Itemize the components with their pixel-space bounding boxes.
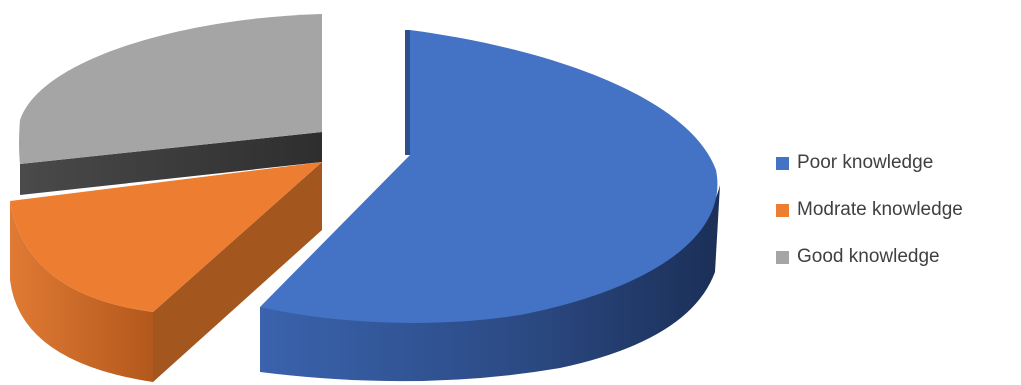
slice-modrate-knowledge bbox=[10, 162, 322, 382]
slice-poor-knowledge-edge bbox=[405, 30, 410, 155]
pie-chart bbox=[10, 14, 720, 382]
legend-swatch-poor bbox=[776, 156, 789, 170]
slice-modrate-knowledge-cut bbox=[153, 162, 322, 382]
legend-label-good: Good knowledge bbox=[797, 246, 940, 267]
slice-modrate-knowledge-side bbox=[10, 201, 153, 382]
legend-swatch-modrate bbox=[776, 203, 789, 217]
legend-label-modrate: Modrate knowledge bbox=[797, 199, 963, 220]
slice-good-knowledge-side bbox=[20, 132, 322, 195]
slice-poor-knowledge-side bbox=[260, 185, 720, 382]
slice-poor-knowledge bbox=[260, 30, 720, 382]
legend-item-good-knowledge: Good knowledge bbox=[776, 242, 963, 272]
slice-poor-knowledge-top bbox=[260, 30, 718, 323]
legend-item-modrate-knowledge: Modrate knowledge bbox=[776, 195, 963, 225]
legend-item-poor-knowledge: Poor knowledge bbox=[776, 148, 963, 178]
slice-modrate-knowledge-top bbox=[10, 162, 322, 312]
legend-label-poor: Poor knowledge bbox=[797, 152, 934, 173]
slice-good-knowledge bbox=[19, 14, 322, 195]
legend-swatch-good bbox=[776, 250, 789, 264]
legend: Poor knowledge Modrate knowledge Good kn… bbox=[776, 148, 963, 289]
slice-good-knowledge-top bbox=[19, 14, 322, 164]
